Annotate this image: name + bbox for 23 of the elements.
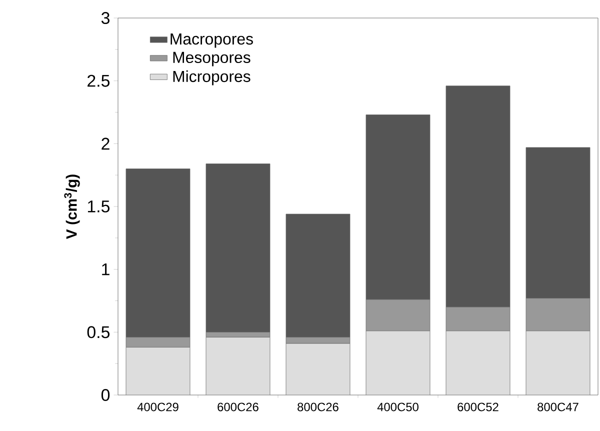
bar xyxy=(126,347,190,395)
bar xyxy=(206,337,270,395)
y-tick-label: 0.5 xyxy=(87,326,110,338)
y-tick-label: 0 xyxy=(101,389,110,401)
y-tick-label: 1 xyxy=(102,264,110,276)
bar xyxy=(446,330,510,395)
bar xyxy=(286,343,350,395)
x-tick-label: 400C29 xyxy=(137,402,178,412)
y-tick-label: 3 xyxy=(101,12,110,24)
legend-label: Macropores xyxy=(170,33,253,48)
x-tick-label: 600C26 xyxy=(218,402,258,412)
x-tick-label: 800C26 xyxy=(298,402,338,412)
y-axis-title: V (cm$^{3}$/g) xyxy=(64,174,80,240)
bar xyxy=(366,330,430,395)
y-tick-label: 1.5 xyxy=(88,200,110,212)
y-tick-label: 2.5 xyxy=(88,74,110,87)
y-tick-label: 2 xyxy=(102,138,110,150)
legend-label: Mesopores xyxy=(173,52,250,66)
x-tick-label: 800C47 xyxy=(538,402,578,412)
legend-label: Micropores xyxy=(173,70,250,86)
x-tick-label: 400C50 xyxy=(377,402,418,412)
x-tick-label: 600C52 xyxy=(458,402,498,412)
bar xyxy=(526,330,590,395)
